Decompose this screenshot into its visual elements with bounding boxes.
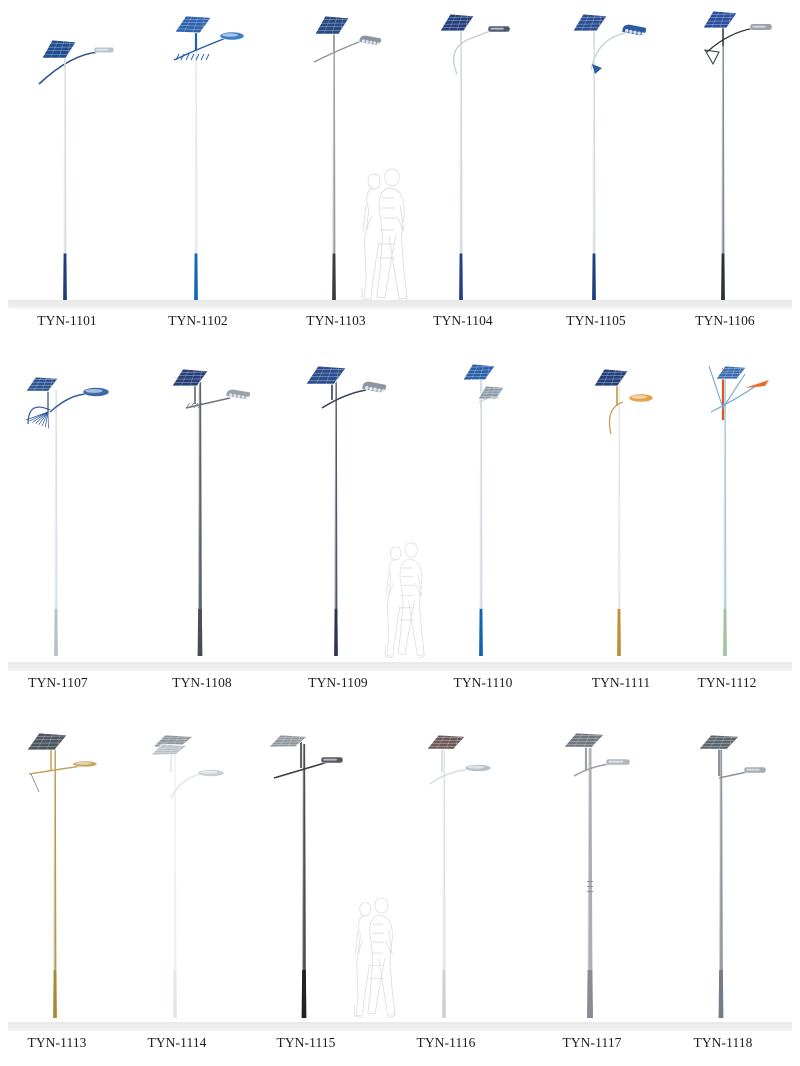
product-code-label: TYN-1107 [28, 675, 88, 690]
product-cell[interactable] [276, 0, 396, 300]
product-code-label: TYN-1117 [562, 1035, 622, 1050]
product-code-label: TYN-1101 [37, 313, 97, 328]
ground-separator-bar [8, 1022, 792, 1031]
product-cell[interactable] [561, 352, 681, 656]
product-code-label: TYN-1112 [697, 675, 757, 690]
product-cell[interactable] [0, 708, 117, 1018]
product-cell[interactable] [665, 0, 785, 300]
product-code-label: TYN-1113 [27, 1035, 87, 1050]
scale-figure-people-icon [372, 535, 440, 665]
product-code-label: TYN-1115 [276, 1035, 336, 1050]
product-label-strip: TYN-1107 TYN-1108 TYN-1109 TYN-1110 TYN-1111… [0, 675, 800, 697]
product-cell[interactable] [536, 0, 656, 300]
product-row: TYN-1101 TYN-1102 TYN-1103 TYN-1104 TYN-1105… [0, 0, 800, 330]
product-cell[interactable] [532, 708, 652, 1018]
product-row-cells [0, 0, 800, 300]
product-code-label: TYN-1103 [306, 313, 366, 328]
product-cell[interactable] [403, 0, 523, 300]
product-row: TYN-1107 TYN-1108 TYN-1109 TYN-1110 TYN-1111… [0, 352, 800, 692]
product-code-label: TYN-1118 [693, 1035, 753, 1050]
product-label-strip: TYN-1101 TYN-1102 TYN-1103 TYN-1104 TYN-1105… [0, 313, 800, 335]
product-code-label: TYN-1116 [416, 1035, 476, 1050]
product-cell[interactable] [278, 352, 398, 656]
product-code-label: TYN-1110 [453, 675, 513, 690]
product-cell[interactable] [423, 352, 543, 656]
product-code-label: TYN-1102 [168, 313, 228, 328]
ground-separator-bar [8, 662, 792, 671]
product-cell[interactable] [663, 708, 783, 1018]
product-code-label: TYN-1111 [591, 675, 651, 690]
product-code-label: TYN-1108 [172, 675, 232, 690]
product-code-label: TYN-1106 [695, 313, 755, 328]
product-cell[interactable] [386, 708, 506, 1018]
product-cell[interactable] [0, 352, 118, 656]
product-row-cells [0, 708, 800, 1018]
product-cell[interactable] [138, 0, 258, 300]
product-cell[interactable] [117, 708, 237, 1018]
scale-figure-people-icon [342, 890, 410, 1025]
product-label-strip: TYN-1113 TYN-1114 TYN-1115 TYN-1116 TYN-1117… [0, 1035, 800, 1057]
product-cell[interactable] [667, 352, 787, 656]
product-cell[interactable] [7, 0, 127, 300]
ground-separator-bar [8, 300, 792, 309]
product-code-label: TYN-1105 [566, 313, 626, 328]
product-code-label: TYN-1104 [433, 313, 493, 328]
product-cell[interactable] [142, 352, 262, 656]
product-cell[interactable] [246, 708, 366, 1018]
product-row-cells [0, 352, 800, 656]
product-row: TYN-1113 TYN-1114 TYN-1115 TYN-1116 TYN-1117… [0, 708, 800, 1052]
product-code-label: TYN-1109 [308, 675, 368, 690]
product-code-label: TYN-1114 [147, 1035, 207, 1050]
